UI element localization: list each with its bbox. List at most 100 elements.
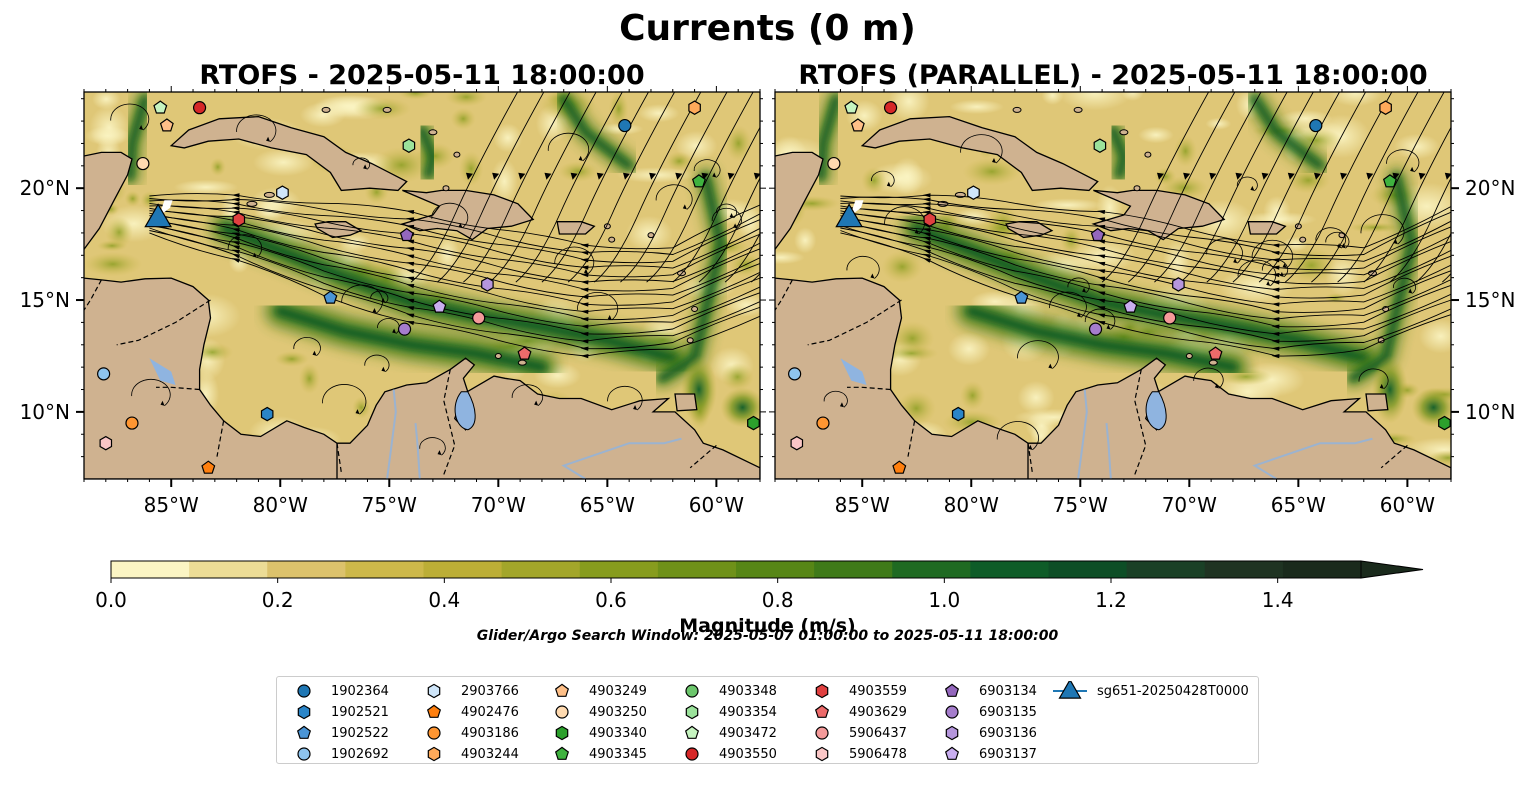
colorbar-segment <box>736 561 815 578</box>
small-island <box>1299 236 1307 243</box>
colorbar: 0.0 0.2 0.4 0.6 0.8 1.0 1.2 1.4 <box>95 560 1424 612</box>
small-island <box>1208 359 1218 366</box>
float-marker-4903472 <box>153 100 168 114</box>
legend-item: 6903135 <box>935 702 1037 722</box>
country-border <box>84 279 102 312</box>
legend-marker-icon <box>815 726 829 740</box>
colorbar-tick-label: 1.0 <box>928 588 960 612</box>
lake-nicaragua <box>149 358 176 386</box>
legend-item: 4903249 <box>545 681 647 701</box>
land-cuba <box>860 115 1099 192</box>
small-island <box>1012 106 1022 113</box>
float-marker-4903345 <box>691 174 706 188</box>
legend-marker <box>945 725 959 741</box>
legend-item: 4903250 <box>545 702 647 722</box>
lon-tick-label: 85°W <box>144 493 199 517</box>
legend-marker <box>685 704 699 720</box>
river <box>414 423 421 479</box>
legend-marker-icon <box>297 684 311 698</box>
land-southamerica <box>336 357 760 479</box>
legend-label: sg651-20250428T0000 <box>1097 683 1249 699</box>
small-island <box>321 106 331 113</box>
float-marker-5906478 <box>99 435 113 451</box>
country-border <box>689 444 717 469</box>
float-marker-2903766 <box>276 185 289 200</box>
legend-item: 4903559 <box>805 681 907 701</box>
legend-item: 1902692 <box>287 744 389 764</box>
colorbar-tick-label: 0.8 <box>762 588 794 612</box>
colorbar-label: Magnitude (m/s) <box>679 615 856 637</box>
lake-nicaragua <box>840 358 867 386</box>
legend-marker <box>427 726 441 740</box>
float-marker-4903550 <box>192 101 207 115</box>
small-island <box>1133 185 1141 192</box>
legend-marker <box>685 747 699 761</box>
legend-marker <box>427 683 441 699</box>
float-marker-4903559 <box>923 212 937 227</box>
float-marker-4903629 <box>517 346 532 360</box>
colorbar-extend <box>1360 560 1424 579</box>
glider-marker-sg651-20250428T0000 <box>144 203 173 228</box>
land-puertorico <box>556 221 596 235</box>
small-island <box>246 200 258 207</box>
lon-tick-label: 75°W <box>1053 493 1108 517</box>
country-border <box>907 420 916 457</box>
country-border <box>1027 443 1033 473</box>
legend-item: 6903137 <box>935 744 1037 764</box>
legend-marker <box>944 746 960 760</box>
small-island <box>1185 352 1193 359</box>
legend-item: 6903134 <box>935 681 1037 701</box>
river <box>386 389 397 479</box>
legend-marker-icon <box>555 725 569 741</box>
legend-marker-icon <box>685 684 699 698</box>
legend-marker <box>944 683 960 697</box>
colorbar-segment <box>1282 561 1362 578</box>
float-marker-4903186 <box>125 416 139 430</box>
legend-marker <box>815 746 829 762</box>
float-marker-5906478 <box>790 435 804 451</box>
lake-maracaibo <box>454 391 476 431</box>
legend-marker-icon <box>297 747 311 761</box>
country-border <box>847 386 891 391</box>
legend-label: 4903250 <box>589 704 647 720</box>
lon-tick-label: 60°W <box>689 493 744 517</box>
legend-marker <box>555 725 569 741</box>
legend-label: 6903136 <box>979 725 1037 741</box>
colorbar-segment <box>423 561 503 578</box>
legend-item: 4903340 <box>545 723 647 743</box>
legend-label: 4903345 <box>589 746 647 762</box>
colorbar-segment <box>814 561 893 578</box>
small-island <box>428 129 438 136</box>
legend-item: 1902522 <box>287 723 389 743</box>
float-marker-4903250 <box>827 156 841 171</box>
legend-item: 4903354 <box>675 702 777 722</box>
legend-label: 4903348 <box>719 683 777 699</box>
glider-marker-sg651-20250428T0000 <box>835 203 864 228</box>
legend-label: 4903629 <box>849 704 907 720</box>
legend-label: 5906437 <box>849 725 907 741</box>
country-border <box>216 420 225 457</box>
legend-marker-icon <box>815 683 829 699</box>
small-island <box>453 151 461 158</box>
legend-item: 1902521 <box>287 702 389 722</box>
float-marker-1902364 <box>1309 118 1323 133</box>
small-island <box>608 236 616 243</box>
legend-item: 4903244 <box>417 744 519 764</box>
float-marker-4903340 <box>1438 415 1451 431</box>
lon-tick-label: 70°W <box>1162 493 1217 517</box>
map-panel-rtofs-parallel: 85°W 80°W 75°W 70°W 65°W 60°W 20°N 15°N 10°N RTOF… <box>769 60 1515 517</box>
legend-item: sg651-20250428T0000 <box>1053 681 1249 701</box>
float-marker-4903340 <box>747 415 760 431</box>
float-marker-4902476 <box>201 460 216 474</box>
lake-maracaibo <box>1145 391 1167 431</box>
colorbar-segment <box>1204 561 1284 578</box>
legend-marker <box>297 684 311 698</box>
legend-item: 4903345 <box>545 744 647 764</box>
colorbar-segment <box>345 561 424 578</box>
land-jamaica <box>314 221 363 239</box>
float-marker-1902522 <box>1014 290 1029 304</box>
legend-label: 1902521 <box>331 704 389 720</box>
legend-marker-icon <box>945 705 959 719</box>
float-marker-1902522 <box>323 290 338 304</box>
float-marker-5906437 <box>1163 311 1177 325</box>
